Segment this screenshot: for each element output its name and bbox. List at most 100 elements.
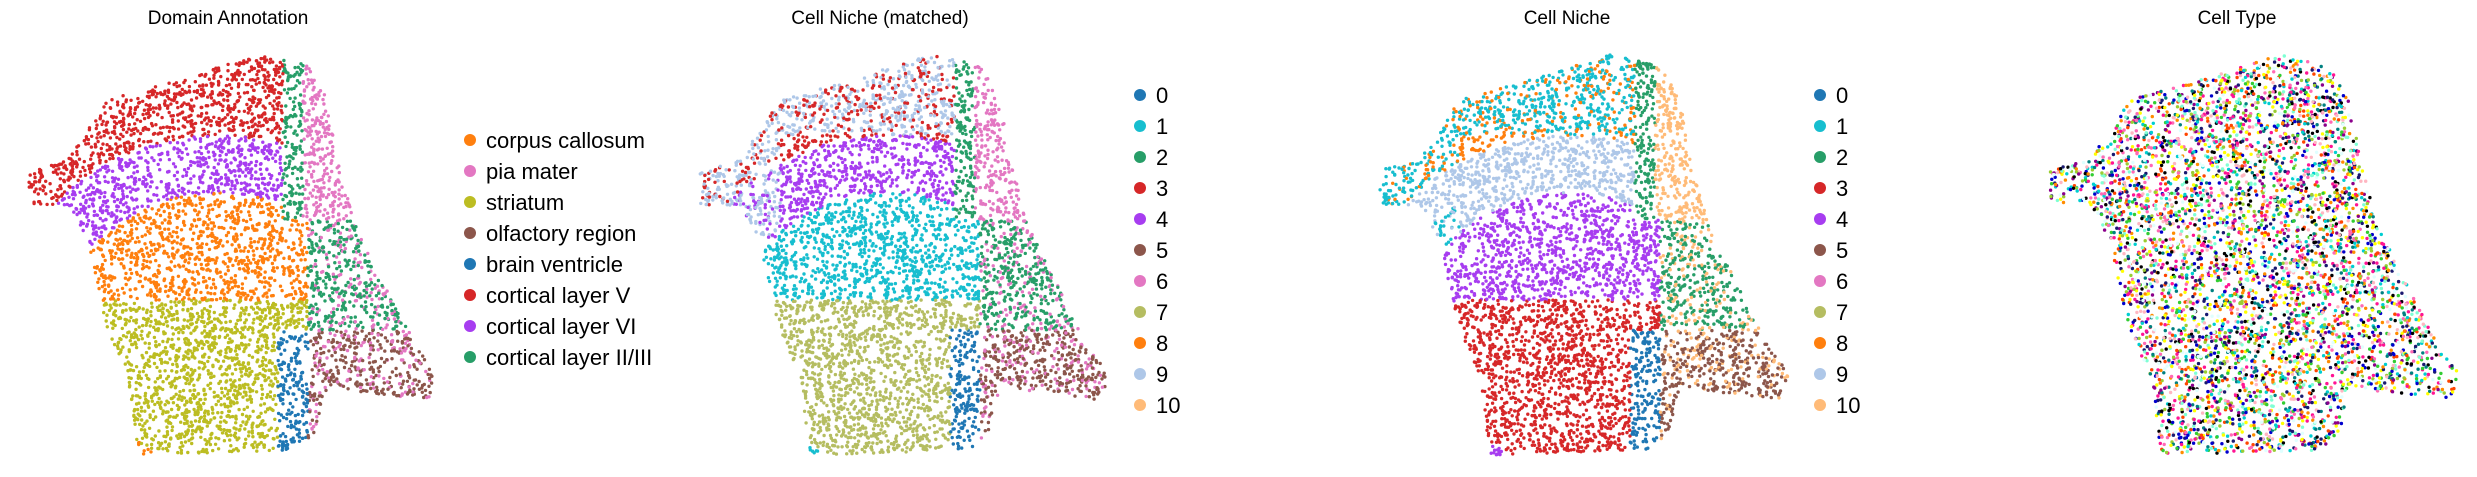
scatter-point bbox=[118, 315, 122, 320]
scatter-point bbox=[203, 74, 207, 78]
scatter-point bbox=[277, 326, 281, 330]
scatter-point bbox=[199, 87, 204, 92]
scatter-point bbox=[312, 398, 316, 402]
scatter-point bbox=[138, 395, 142, 400]
scatter-point bbox=[224, 83, 229, 88]
scatter-point bbox=[280, 141, 284, 145]
scatter-point bbox=[162, 209, 166, 214]
scatter-point bbox=[131, 142, 135, 146]
scatter-point bbox=[300, 200, 304, 204]
scatter-point bbox=[121, 257, 125, 261]
scatter-point bbox=[218, 313, 222, 317]
scatter-point bbox=[338, 245, 343, 249]
scatter-point bbox=[305, 118, 309, 122]
scatter-point bbox=[309, 316, 313, 321]
scatter-point bbox=[300, 223, 305, 227]
scatter-point bbox=[318, 155, 322, 160]
scatter-point bbox=[260, 237, 264, 241]
scatter-point bbox=[192, 231, 196, 235]
scatter-point bbox=[348, 219, 353, 223]
scatter-point bbox=[182, 296, 186, 300]
scatter-point bbox=[260, 204, 264, 209]
scatter-point bbox=[291, 378, 295, 382]
scatter-point bbox=[115, 204, 119, 208]
scatter-point bbox=[206, 116, 210, 120]
scatter-point bbox=[274, 402, 278, 407]
scatter-point bbox=[385, 323, 389, 327]
scatter-point bbox=[215, 214, 219, 219]
scatter-point bbox=[39, 175, 43, 180]
scatter-point bbox=[276, 322, 280, 326]
scatter-point bbox=[320, 327, 324, 332]
scatter-point bbox=[74, 160, 78, 164]
scatter-point bbox=[354, 246, 359, 250]
scatter-point bbox=[193, 419, 198, 423]
scatter-point bbox=[225, 333, 230, 337]
scatter-point bbox=[260, 392, 265, 397]
scatter-point bbox=[420, 386, 424, 390]
scatter-point bbox=[271, 156, 275, 160]
scatter-point bbox=[220, 410, 224, 415]
scatter-point bbox=[87, 204, 91, 209]
scatter-point bbox=[257, 64, 261, 69]
scatter-point bbox=[122, 302, 126, 306]
scatter-point bbox=[197, 376, 201, 380]
scatter-point bbox=[112, 342, 117, 347]
scatter-point bbox=[255, 301, 259, 305]
scatter-point bbox=[254, 373, 258, 377]
scatter-point bbox=[113, 303, 118, 307]
scatter-point bbox=[394, 366, 398, 371]
scatter-point bbox=[127, 127, 131, 131]
scatter-point bbox=[212, 374, 216, 378]
scatter-point bbox=[197, 257, 202, 262]
scatter-point bbox=[163, 289, 168, 294]
scatter-point bbox=[259, 315, 263, 319]
scatter-point bbox=[128, 267, 132, 272]
scatter-point bbox=[133, 263, 138, 267]
scatter-point bbox=[364, 305, 368, 309]
scatter-point bbox=[262, 402, 267, 406]
scatter-point bbox=[272, 99, 276, 103]
scatter-point bbox=[314, 139, 318, 143]
scatter-point bbox=[178, 445, 182, 450]
scatter-point bbox=[249, 160, 253, 165]
scatter-point bbox=[306, 183, 311, 187]
scatter-point bbox=[417, 350, 421, 354]
scatter-point bbox=[306, 347, 310, 351]
scatter-point bbox=[316, 136, 320, 140]
scatter-point bbox=[377, 291, 381, 295]
scatter-point bbox=[125, 205, 129, 209]
scatter-point bbox=[258, 371, 262, 376]
scatter-point bbox=[195, 325, 199, 329]
scatter-point bbox=[344, 329, 348, 333]
scatter-point bbox=[219, 102, 223, 107]
scatter-point bbox=[185, 372, 189, 376]
scatter-point bbox=[379, 356, 384, 361]
scatter-point bbox=[249, 65, 254, 69]
scatter-point bbox=[200, 120, 204, 125]
scatter-point bbox=[305, 214, 309, 219]
scatter-point bbox=[248, 414, 252, 419]
scatter-point bbox=[205, 214, 209, 218]
scatter-point bbox=[141, 262, 145, 267]
scatter-point bbox=[226, 230, 231, 235]
scatter-point bbox=[141, 99, 145, 104]
scatter-point bbox=[374, 294, 379, 298]
scatter-point bbox=[104, 301, 108, 305]
scatter-point bbox=[91, 220, 95, 224]
scatter-point bbox=[164, 185, 168, 189]
scatter-point bbox=[192, 383, 196, 387]
scatter-point bbox=[311, 98, 315, 103]
scatter-point bbox=[302, 101, 306, 105]
scatter-point bbox=[323, 109, 328, 113]
scatter-point bbox=[183, 417, 187, 421]
scatter-point bbox=[285, 155, 289, 159]
scatter-point bbox=[197, 451, 201, 455]
scatter-point bbox=[161, 380, 165, 384]
scatter-point bbox=[302, 137, 306, 141]
scatter-point bbox=[278, 343, 283, 347]
scatter-point bbox=[196, 246, 200, 250]
scatter-point bbox=[217, 381, 221, 386]
scatter-point bbox=[258, 334, 263, 338]
scatter-point bbox=[182, 285, 186, 289]
